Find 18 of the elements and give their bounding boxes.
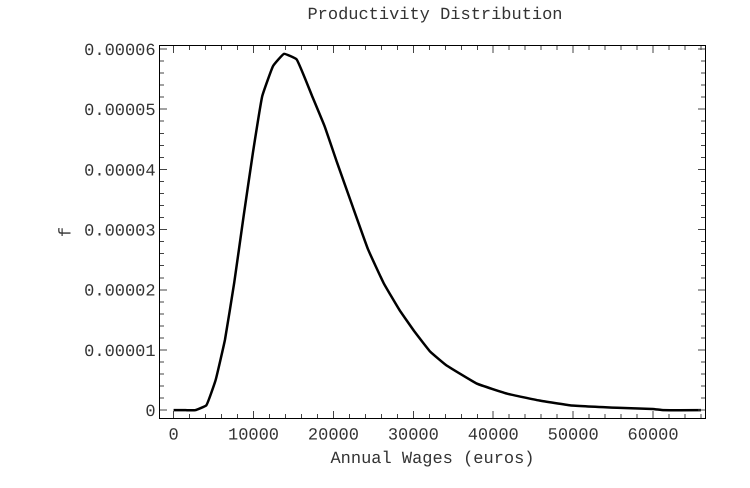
x-tick-label: 30000	[388, 426, 439, 446]
y-tick-label: 0.00004	[84, 162, 156, 182]
y-tick-label: 0.00001	[84, 342, 156, 362]
x-axis-title: Annual Wages (euros)	[330, 450, 535, 469]
x-tick-label: 10000	[228, 426, 280, 446]
x-tick-label: 20000	[308, 426, 359, 446]
y-tick-label: 0.00006	[84, 42, 156, 61]
y-axis-title: f	[58, 226, 77, 238]
y-tick-label: 0.00002	[84, 282, 156, 302]
y-tick-label: 0.00003	[84, 222, 156, 242]
y-tick-label: 0.00005	[84, 102, 156, 122]
y-tick-label: 0	[145, 403, 156, 422]
x-tick-label: 40000	[468, 426, 519, 446]
x-tick-label: 50000	[548, 426, 599, 446]
x-tick-label: 0	[168, 426, 179, 446]
line-series	[172, 52, 702, 412]
x-tick-label: 60000	[628, 426, 679, 446]
chart-title: Productivity Distribution	[307, 6, 563, 26]
